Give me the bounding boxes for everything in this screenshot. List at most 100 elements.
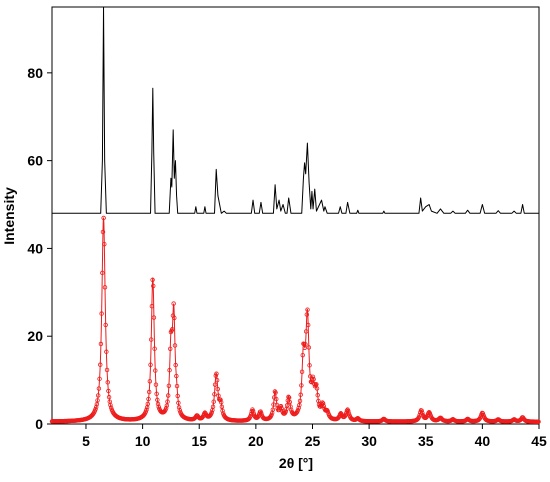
data-point	[287, 399, 293, 405]
data-point	[102, 285, 108, 290]
data-point	[212, 392, 217, 397]
data-point	[321, 403, 327, 409]
data-point	[102, 241, 107, 247]
data-point	[325, 409, 331, 414]
data-point	[297, 398, 303, 404]
data-point	[299, 383, 304, 388]
data-point	[154, 391, 159, 397]
data-point	[93, 404, 99, 410]
data-point	[152, 346, 157, 351]
data-point	[149, 337, 154, 342]
data-point	[171, 301, 176, 306]
data-point	[305, 322, 311, 328]
measured-pattern-markers	[49, 215, 541, 424]
data-point	[145, 401, 151, 407]
y-tick-label: 0	[35, 416, 43, 432]
data-point	[298, 392, 303, 397]
x-tick-label: 45	[531, 433, 547, 449]
data-point	[248, 411, 254, 417]
data-point	[176, 400, 181, 406]
data-point	[165, 393, 171, 398]
data-point	[146, 389, 152, 395]
data-point	[202, 410, 208, 415]
data-point	[172, 343, 178, 348]
data-point	[153, 382, 159, 387]
data-point	[296, 405, 301, 411]
data-point	[147, 379, 153, 384]
data-point	[104, 367, 110, 373]
data-point	[99, 311, 104, 316]
data-point	[274, 396, 279, 402]
data-point	[220, 408, 225, 413]
data-point	[269, 412, 274, 418]
data-point	[105, 380, 110, 385]
data-point	[259, 411, 264, 416]
y-axis-label: Intensity	[1, 187, 17, 245]
data-point	[166, 383, 172, 388]
data-point	[218, 397, 223, 402]
data-point	[305, 307, 310, 312]
data-point	[164, 403, 170, 408]
data-point	[210, 404, 216, 409]
data-point	[212, 382, 218, 387]
data-point	[175, 393, 180, 399]
data-point	[96, 393, 101, 398]
data-point	[95, 398, 100, 403]
data-point	[335, 415, 341, 421]
data-point	[416, 414, 422, 420]
data-point	[165, 399, 170, 404]
data-point	[167, 368, 172, 373]
x-tick-label: 30	[361, 433, 377, 449]
data-point	[286, 394, 291, 400]
y-tick-label: 80	[27, 65, 43, 81]
data-point	[174, 373, 179, 379]
x-tick-label: 40	[475, 433, 491, 449]
data-point	[144, 407, 149, 413]
data-point	[314, 382, 319, 387]
x-tick-label: 15	[191, 433, 207, 449]
data-point	[209, 410, 214, 415]
data-point	[108, 402, 113, 408]
data-point	[104, 349, 109, 354]
data-point	[310, 377, 315, 382]
data-point	[536, 419, 541, 424]
data-point	[297, 402, 302, 408]
data-point	[299, 369, 305, 375]
data-point	[248, 414, 253, 419]
series-layer	[49, 6, 541, 424]
data-point	[419, 408, 424, 413]
data-point	[100, 229, 106, 235]
data-point	[98, 362, 103, 367]
data-point	[199, 415, 205, 420]
data-point	[215, 386, 221, 392]
data-point	[155, 397, 160, 403]
data-point	[283, 409, 288, 414]
data-point	[420, 410, 425, 416]
data-point	[303, 342, 308, 347]
x-tick-label: 35	[418, 433, 434, 449]
data-point	[168, 346, 173, 351]
data-point	[176, 405, 182, 410]
data-point	[177, 408, 182, 413]
y-tick-label: 60	[27, 153, 43, 169]
data-point	[106, 388, 111, 394]
x-axis-label: 2θ [°]	[279, 455, 313, 471]
data-point	[214, 371, 219, 376]
data-point	[219, 404, 225, 409]
data-point	[101, 215, 106, 221]
data-point	[300, 352, 305, 358]
data-point	[151, 283, 156, 289]
data-point	[311, 377, 316, 382]
x-tick-label: 25	[305, 433, 321, 449]
data-point	[148, 362, 153, 367]
data-point	[279, 406, 284, 411]
data-point	[163, 405, 169, 411]
data-point	[146, 396, 151, 402]
data-point	[155, 401, 161, 407]
axes: 5 10 15 20 25 30 35 40 45 0 20 40 60 80	[27, 65, 547, 449]
data-point	[310, 374, 316, 380]
data-point	[153, 368, 158, 373]
data-point	[93, 407, 98, 412]
data-point	[150, 277, 155, 282]
